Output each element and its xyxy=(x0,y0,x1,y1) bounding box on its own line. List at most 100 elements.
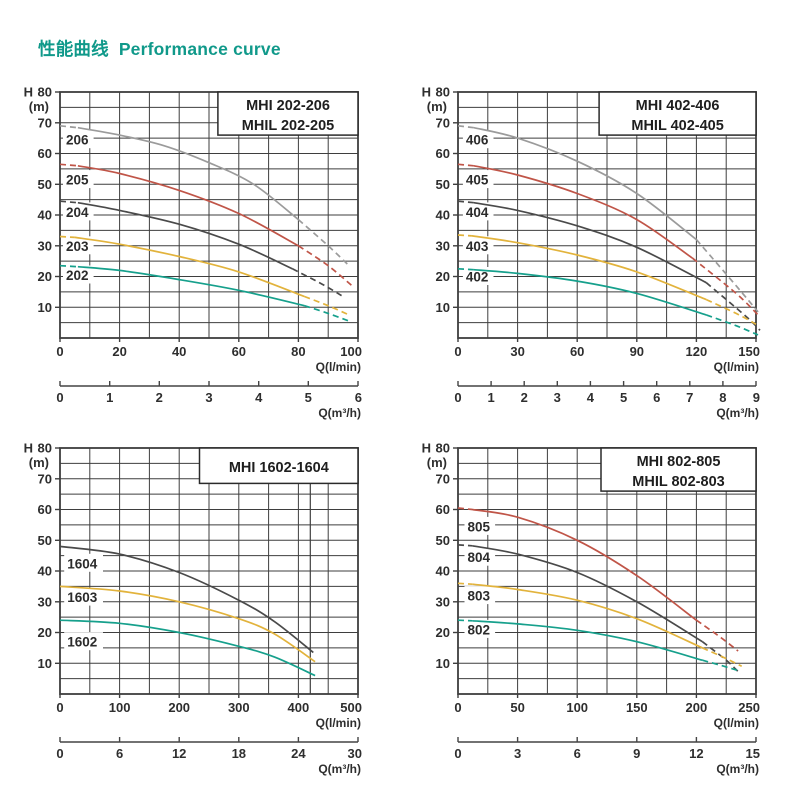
y-axis-title: H xyxy=(422,441,431,456)
chart-mhi-1602-1604: 80 70 60 50 40 30 20 10 H (m) MHI 1602-1604 1604 160… xyxy=(16,434,396,794)
svg-text:70: 70 xyxy=(436,471,450,486)
svg-text:9: 9 xyxy=(633,746,640,761)
curve-1603 xyxy=(59,585,316,663)
y-axis-unit: (m) xyxy=(427,455,447,470)
svg-text:20: 20 xyxy=(436,625,450,640)
x-axis-secondary-unit: Q(m³/h) xyxy=(318,406,361,420)
svg-text:MHIL 402-405: MHIL 402-405 xyxy=(631,118,723,134)
svg-text:50: 50 xyxy=(436,177,450,192)
x-axis-primary-unit: Q(l/min) xyxy=(316,716,361,730)
svg-text:5: 5 xyxy=(305,390,312,405)
svg-text:10: 10 xyxy=(436,300,450,315)
curve-label-1603: 1603 xyxy=(64,587,103,606)
svg-text:2: 2 xyxy=(521,390,528,405)
svg-text:50: 50 xyxy=(38,533,52,548)
curve-label-805: 805 xyxy=(464,516,496,535)
svg-text:120: 120 xyxy=(686,344,708,359)
y-axis: 80 70 60 50 40 30 20 10 H(m) xyxy=(422,85,458,315)
svg-text:30: 30 xyxy=(436,238,450,253)
svg-text:3: 3 xyxy=(554,390,561,405)
curve-204 xyxy=(59,200,344,298)
svg-text:90: 90 xyxy=(630,344,644,359)
x-axis-secondary-unit: Q(m³/h) xyxy=(716,406,759,420)
curve-402 xyxy=(457,267,759,336)
curve-205 xyxy=(59,163,353,287)
svg-text:205: 205 xyxy=(66,173,89,188)
x-axis-secondary: 0 1 2 3 4 5 6 7 8 9Q(m³/h) xyxy=(454,381,760,420)
svg-text:50: 50 xyxy=(436,533,450,548)
model-title-box: MHI 202-206 MHIL 202-205 xyxy=(217,91,359,136)
svg-text:403: 403 xyxy=(466,239,489,254)
svg-text:24: 24 xyxy=(291,746,306,761)
svg-text:300: 300 xyxy=(228,700,250,715)
svg-text:4: 4 xyxy=(587,390,595,405)
svg-text:250: 250 xyxy=(738,700,760,715)
svg-text:500: 500 xyxy=(340,700,362,715)
curve-802 xyxy=(457,619,740,672)
svg-text:80: 80 xyxy=(291,344,305,359)
svg-text:0: 0 xyxy=(454,700,461,715)
svg-text:200: 200 xyxy=(168,700,190,715)
svg-text:3: 3 xyxy=(514,746,521,761)
curve-label-404: 404 xyxy=(462,202,494,221)
curve-label-402: 402 xyxy=(462,267,494,285)
chart-mhi-402-406: 80 70 60 50 40 30 20 10 H (m) MHI 402-406 MHIL 402-… xyxy=(414,78,794,438)
svg-text:200: 200 xyxy=(686,700,708,715)
y-axis-title: H xyxy=(422,85,431,100)
svg-text:6: 6 xyxy=(355,390,362,405)
svg-text:1: 1 xyxy=(106,390,113,405)
svg-text:802: 802 xyxy=(468,622,491,637)
svg-text:100: 100 xyxy=(109,700,131,715)
y-axis-unit: (m) xyxy=(29,455,49,470)
y-axis-title: H xyxy=(24,85,33,100)
svg-text:40: 40 xyxy=(436,208,450,223)
curve-804 xyxy=(457,544,742,675)
svg-text:803: 803 xyxy=(468,589,491,604)
svg-text:202: 202 xyxy=(66,268,89,283)
svg-text:20: 20 xyxy=(38,625,52,640)
svg-text:60: 60 xyxy=(436,146,450,161)
svg-text:204: 204 xyxy=(66,205,89,220)
svg-text:15: 15 xyxy=(746,746,760,761)
svg-text:9: 9 xyxy=(753,390,760,405)
svg-text:30: 30 xyxy=(510,344,524,359)
svg-text:18: 18 xyxy=(232,746,246,761)
svg-text:8: 8 xyxy=(719,390,726,405)
svg-text:400: 400 xyxy=(288,700,310,715)
x-axis-secondary-unit: Q(m³/h) xyxy=(716,762,759,776)
curve-label-803: 803 xyxy=(464,586,496,605)
svg-text:2: 2 xyxy=(156,390,163,405)
svg-text:7: 7 xyxy=(686,390,693,405)
svg-text:100: 100 xyxy=(340,344,362,359)
svg-text:0: 0 xyxy=(454,746,461,761)
svg-text:1602: 1602 xyxy=(67,635,97,650)
x-axis-primary-unit: Q(l/min) xyxy=(714,716,759,730)
svg-text:150: 150 xyxy=(738,344,760,359)
chart-mhi-802-805: 80 70 60 50 40 30 20 10 H (m) MHI 802-805 MHIL 802-… xyxy=(414,434,794,794)
svg-text:1: 1 xyxy=(487,390,494,405)
model-title-box: MHI 1602-1604 xyxy=(198,447,359,485)
curve-label-403: 403 xyxy=(462,236,494,255)
curve-202 xyxy=(59,264,350,322)
chart-mhi-202-206: 80 70 60 50 40 30 20 10 H (m) MHI 202-206 MHIL 202-… xyxy=(16,78,396,438)
svg-text:40: 40 xyxy=(436,564,450,579)
svg-text:60: 60 xyxy=(570,344,584,359)
svg-text:6: 6 xyxy=(574,746,581,761)
curve-805 xyxy=(457,507,739,652)
svg-text:0: 0 xyxy=(56,344,63,359)
svg-text:30: 30 xyxy=(348,746,362,761)
svg-text:0: 0 xyxy=(56,390,63,405)
svg-text:206: 206 xyxy=(66,133,89,148)
curve-1602 xyxy=(59,619,316,677)
svg-text:203: 203 xyxy=(66,239,89,254)
curve-label-405: 405 xyxy=(462,170,494,189)
svg-text:0: 0 xyxy=(454,344,461,359)
curve-404 xyxy=(457,200,761,331)
